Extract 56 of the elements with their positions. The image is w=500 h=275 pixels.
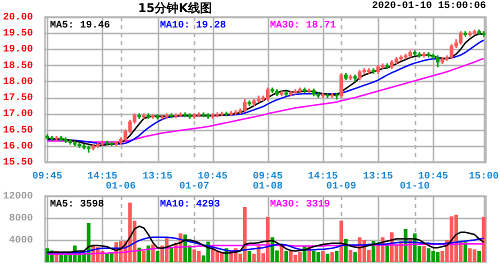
bar [385,246,390,262]
text: MA5: 19.46 [50,20,110,32]
bar [348,250,352,262]
x-tick-label: 09:45 [32,172,62,183]
text: MA30: 3319 [270,200,330,211]
bar [353,252,357,262]
x-tick-label: 14:15 [308,172,338,183]
bar [482,216,486,262]
bar [156,251,160,262]
text: MA5: 3598 [50,200,104,211]
x-tick-label: 14:15 [87,172,118,183]
y-tick-label: 20.00 [2,12,33,24]
y-tick-label: 17.00 [2,109,33,120]
bar [284,251,288,262]
y-tick-label: 19.00 [2,44,33,56]
x-tick-label: 01-09 [326,182,356,193]
y-tick-label: 16.50 [2,125,33,136]
y-tick-label: 8000 [8,214,33,225]
bar [422,246,426,262]
x-tick-label: 10:45 [418,172,448,183]
bar [334,251,339,262]
y-tick-label: 18.00 [2,76,33,88]
text: MA10: 19.28 [160,20,226,32]
x-tick-label: 13:15 [363,172,394,183]
chart-title: 15分钟K线图 [137,0,213,17]
bar [330,252,334,262]
x-tick-label: 01-06 [106,182,136,193]
bar [372,241,376,262]
bar [280,246,284,262]
bar [316,252,320,262]
y-tick-label: 19.50 [2,28,33,40]
bar [312,251,316,262]
x-tick-label: 15:00 [468,172,499,183]
y-tick-label: 4000 [8,236,33,247]
y-tick-label: 16.00 [2,141,33,152]
bar [321,251,325,262]
y-tick-label: 18.50 [2,60,33,72]
y-tick-label: 15.50 [2,158,33,169]
bar [288,251,293,262]
y-tick-label: 12000 [2,192,33,203]
x-tick-label: 13:15 [142,172,173,183]
chart-subtitle: 2020-01-10 15:00:06 [372,1,486,12]
text: MA30: 18.71 [270,20,336,32]
x-tick-label: 10:45 [198,172,228,183]
x-tick-label: 01-07 [179,182,210,193]
bar [142,251,146,262]
bar [192,249,196,262]
x-tick-label: 09:45 01-08 [252,172,283,193]
bar [248,251,252,262]
y-tick-label: 17.50 [2,93,33,104]
bar [169,248,174,262]
bar [436,252,440,262]
bar [477,251,481,262]
text: MA10: 4293 [160,200,220,211]
bar [326,254,330,262]
x-tick-label: 01-10 [400,182,430,193]
